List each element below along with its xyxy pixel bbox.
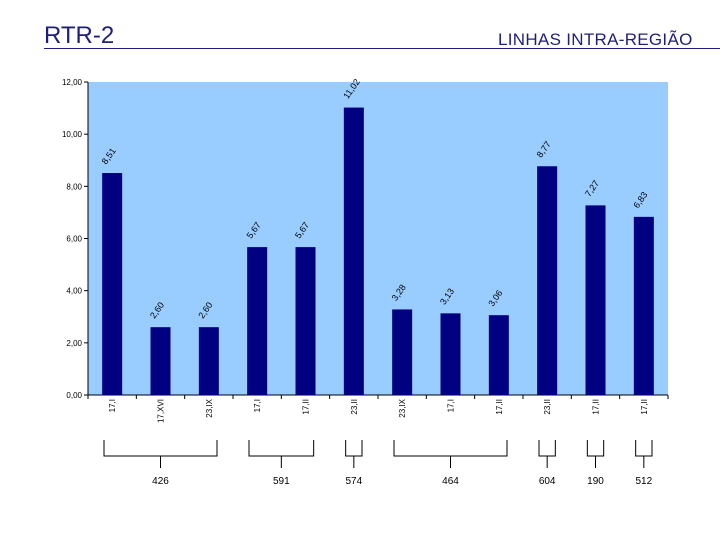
group-bracket [586, 440, 605, 457]
bar [247, 247, 268, 395]
category-label: 17,XVI [157, 399, 166, 423]
bar [102, 173, 123, 395]
y-tick-label: 12,00 [62, 78, 83, 87]
bar [488, 315, 509, 395]
y-tick-label: 10,00 [62, 130, 83, 139]
y-tick-label: 6,00 [66, 235, 82, 244]
category-label: 17,II [592, 399, 601, 415]
bar [440, 313, 461, 395]
bar [150, 327, 171, 395]
bar [633, 216, 654, 395]
group-bracket [393, 440, 508, 457]
group-label: 464 [442, 476, 459, 487]
y-tick-label: 4,00 [66, 287, 82, 296]
group-label: 512 [635, 476, 652, 487]
bar [585, 205, 606, 395]
category-label: 17,I [447, 399, 456, 412]
group-bracket [248, 440, 315, 457]
group-bracket [103, 440, 218, 457]
axes: 0,00 2,00 4,00 6,00 8,00 10,00 12,00 [62, 78, 669, 400]
group-label: 426 [152, 476, 169, 487]
bar [198, 327, 219, 395]
category-label: 17,II [640, 399, 649, 415]
bar [392, 309, 413, 395]
category-label: 17,II [495, 399, 504, 415]
bar [343, 107, 364, 395]
bar [537, 166, 558, 395]
page-title: RTR-2 [44, 22, 115, 49]
group-bracket [345, 440, 363, 457]
y-tick-label: 0,00 [66, 391, 82, 400]
category-label: 17,I [253, 399, 262, 412]
category-label: 23,II [350, 399, 359, 415]
bars [102, 107, 654, 395]
group-label: 190 [587, 476, 604, 487]
category-label: 23,II [543, 399, 552, 415]
y-tick-label: 8,00 [66, 182, 82, 191]
category-label: 17,I [108, 399, 117, 412]
category-label: 23,IX [398, 398, 407, 417]
group-bracket [538, 440, 556, 457]
bar [295, 247, 316, 395]
group-label: 574 [345, 476, 362, 487]
group-label: 591 [273, 476, 290, 487]
plot-area [88, 82, 668, 395]
group-brackets: 426 591 574 464 604 190 512 [103, 440, 653, 487]
category-label: 17,II [302, 399, 311, 415]
y-tick-label: 2,00 [66, 339, 82, 348]
group-label: 604 [539, 476, 556, 487]
page-subtitle: LINHAS INTRA-REGIÃO [498, 30, 693, 49]
category-labels: 17,I 17,XVI 23,IX 17,I 17,II 23,II 23,IX 17,I 17… [108, 398, 649, 423]
category-label: 23,IX [205, 398, 214, 417]
group-bracket [635, 440, 653, 457]
title-underline [44, 48, 720, 49]
